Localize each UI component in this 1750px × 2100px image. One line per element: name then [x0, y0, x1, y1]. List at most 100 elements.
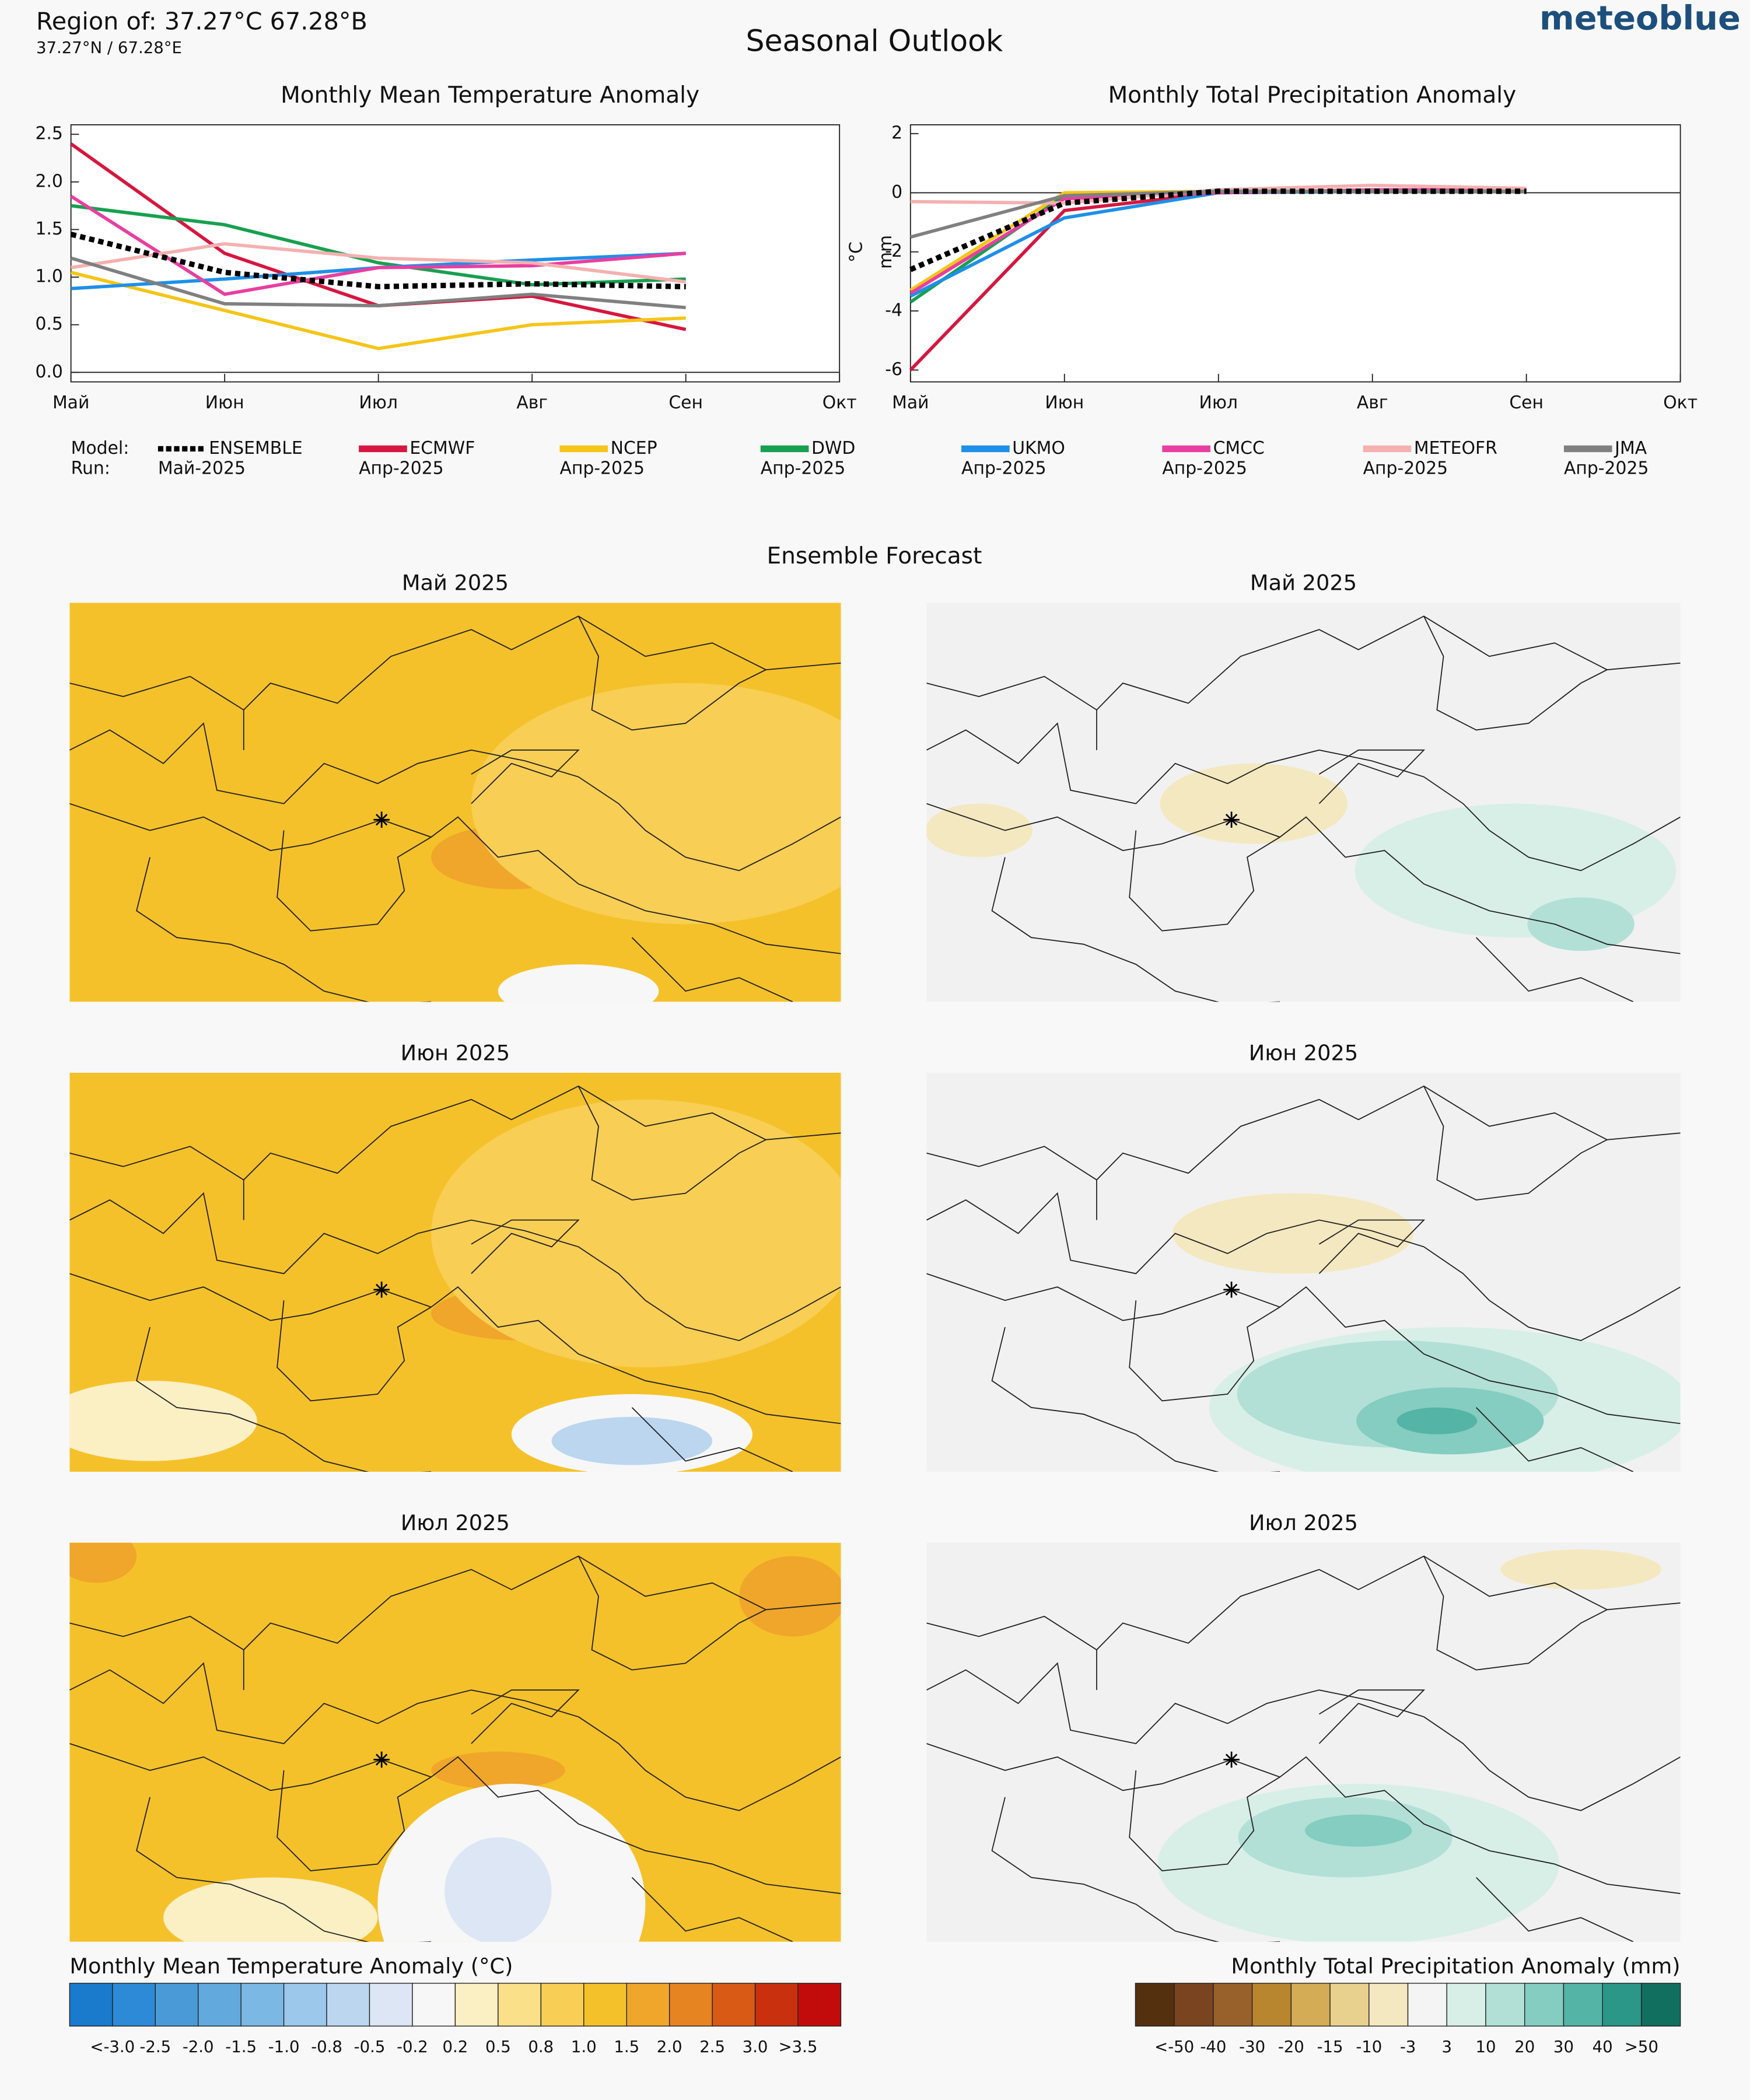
- map-border: [926, 1555, 1681, 1651]
- y-tick-label: 1.0: [35, 267, 62, 287]
- colorbar-label: 0.2: [443, 2038, 468, 2056]
- x-tick-label: Авг: [516, 393, 548, 413]
- map-region: [431, 1099, 841, 1367]
- map-border: [926, 1662, 1424, 1744]
- plot-area: [909, 124, 1681, 383]
- region: Region of: 37.27°C 67.28°B: [36, 7, 368, 35]
- map-border: [631, 1877, 793, 1942]
- colorbar-label: -1.5: [225, 2038, 257, 2056]
- map-border: [1129, 1300, 1280, 1402]
- y-tick-label: 0.0: [35, 362, 62, 382]
- colorbar-label: -0.8: [311, 2038, 342, 2056]
- map-title: Май 2025: [402, 570, 509, 596]
- map-title: Июл 2025: [401, 1510, 510, 1535]
- colorbar-box: [1329, 1983, 1370, 2027]
- colorbar-label: 30: [1553, 2038, 1574, 2056]
- legend-name: DWD: [811, 438, 855, 459]
- legend-run-label: Run:: [71, 458, 110, 478]
- colorbar-box: [712, 1983, 756, 2027]
- colorbar-box: [198, 1983, 242, 2027]
- page-title: Seasonal Outlook: [746, 23, 1003, 58]
- map-region: [1304, 1814, 1412, 1847]
- colorbar-label: -20: [1278, 2038, 1304, 2056]
- map-border: [1476, 1877, 1634, 1942]
- colorbar-box: [626, 1983, 670, 2027]
- y-tick-label: 2.0: [35, 171, 62, 191]
- map-location: [1223, 1282, 1240, 1298]
- map-border: [991, 1326, 1280, 1472]
- legend-name: METEOFR: [1414, 438, 1497, 459]
- map-border: [1476, 1407, 1634, 1472]
- colorbar-box: [112, 1983, 156, 2027]
- coords: 37.27°N / 67.28°E: [36, 38, 182, 57]
- map-region: [1527, 897, 1634, 951]
- colorbar-label: >50: [1625, 2038, 1658, 2056]
- colorbar-label: 1.0: [571, 2038, 597, 2056]
- colorbar-box: [155, 1983, 199, 2027]
- map-border: [926, 722, 1424, 804]
- map-region: [1396, 1407, 1478, 1434]
- map-region: [431, 1751, 565, 1790]
- x-tick-label: Авг: [1357, 393, 1388, 413]
- map-region: [498, 964, 659, 1002]
- map-border: [276, 1770, 432, 1871]
- map-border: [69, 1085, 841, 1181]
- map-title: Май 2025: [1250, 570, 1357, 596]
- map-border: [243, 615, 766, 750]
- colorbar-box: [240, 1983, 285, 2027]
- plot-area: [70, 124, 841, 383]
- colorbar-label: <-50: [1154, 2038, 1194, 2056]
- colorbar-label: -0.2: [397, 2038, 428, 2056]
- colorbar-label: -15: [1317, 2038, 1343, 2056]
- colorbar-box: [283, 1983, 327, 2027]
- colorbar-box: [1135, 1983, 1175, 2027]
- series-line: [70, 271, 686, 351]
- map-region: [1160, 763, 1348, 844]
- chart-title: Monthly Total Precipitation Anomaly: [1108, 82, 1517, 108]
- legend-name: ECMWF: [410, 438, 475, 459]
- map-border: [1318, 1689, 1426, 1744]
- map-border: [243, 1556, 766, 1690]
- colorbar-label: -30: [1239, 2038, 1265, 2056]
- colorbar-label: -3: [1400, 2038, 1416, 2056]
- colorbar-box: [797, 1983, 842, 2027]
- legend-run: Апр-2025: [1564, 458, 1649, 478]
- x-tick-label: Сен: [668, 393, 703, 413]
- map-region: [1172, 1193, 1414, 1274]
- map-region: [1500, 1549, 1661, 1590]
- map-border: [991, 1797, 1280, 1942]
- map-border: [578, 776, 841, 872]
- map-panel: [69, 603, 841, 1002]
- map-location: [373, 1751, 390, 1768]
- map-panel: [69, 1542, 841, 1942]
- y-axis-label: mm: [876, 235, 896, 269]
- map-border: [136, 857, 432, 1002]
- colorbar-box: [754, 1983, 799, 2027]
- map-border: [1476, 937, 1634, 1002]
- legend-name: CMCC: [1213, 438, 1265, 459]
- colorbar-box: [412, 1983, 456, 2027]
- x-tick-label: Май: [892, 393, 929, 413]
- map-border: [136, 1326, 432, 1472]
- map-location: [373, 1282, 390, 1298]
- colorbar-label: 1.5: [614, 2038, 639, 2056]
- colorbar-title: Monthly Mean Temperature Anomaly (°C): [69, 1954, 513, 1979]
- map-border: [69, 803, 841, 954]
- colorbar-box: [1290, 1983, 1331, 2027]
- legend-name: ENSEMBLE: [209, 438, 303, 459]
- colorbar-label: 40: [1592, 2038, 1613, 2056]
- colorbar-label: -40: [1200, 2038, 1226, 2056]
- map-panel: [926, 1073, 1681, 1472]
- colorbar-box: [326, 1983, 370, 2027]
- colorbar-box: [1446, 1983, 1486, 2027]
- colorbar-label: 3: [1442, 2038, 1452, 2056]
- map-border: [926, 1743, 1681, 1894]
- x-tick-label: Июн: [1045, 393, 1084, 413]
- map-region: [926, 803, 1032, 858]
- colorbar-label: -1.0: [268, 2038, 300, 2056]
- y-tick-label: 0.5: [35, 314, 62, 334]
- legend-run: Апр-2025: [1162, 458, 1247, 478]
- map-region: [163, 1877, 378, 1942]
